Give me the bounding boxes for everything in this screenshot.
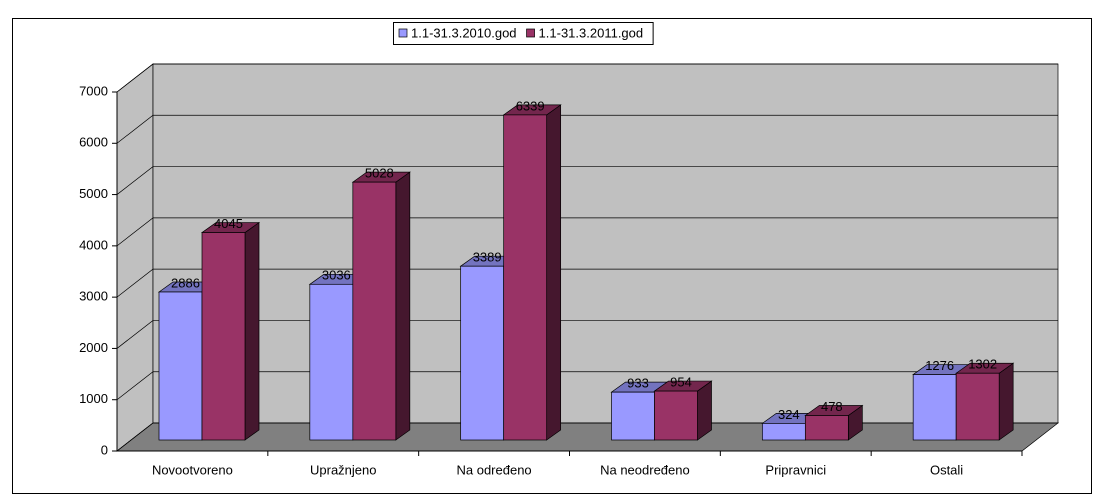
- bar: [503, 114, 548, 441]
- grid-line: [116, 217, 1058, 247]
- side-wall: [116, 63, 154, 452]
- bar-side: [546, 104, 562, 441]
- grid-line: [116, 371, 1058, 400]
- bar-side: [244, 221, 260, 441]
- y-tick-label: 2000: [79, 340, 108, 355]
- value-label: 6339: [516, 98, 545, 113]
- grid-line: [116, 63, 1058, 93]
- bar: [201, 232, 246, 441]
- value-label: 1302: [968, 357, 997, 372]
- value-label: 3389: [473, 250, 502, 265]
- grid-line: [116, 166, 1058, 195]
- bar: [460, 265, 505, 441]
- bar: [352, 181, 397, 441]
- back-wall: [152, 63, 1059, 424]
- bar: [761, 423, 806, 441]
- value-label: 954: [670, 375, 692, 390]
- legend-label: 1.1-31.3.2010.god: [411, 25, 517, 40]
- bar: [309, 283, 354, 441]
- bar: [804, 415, 849, 441]
- bar: [955, 372, 1000, 441]
- value-label: 4045: [214, 216, 243, 231]
- y-tick-label: 0: [101, 442, 108, 457]
- y-tick-label: 3000: [79, 289, 108, 304]
- x-tick-label: Upražnjeno: [310, 462, 377, 477]
- value-label: 5028: [365, 166, 394, 181]
- value-label: 933: [627, 376, 649, 391]
- legend-swatch: [526, 28, 535, 38]
- y-tick-label: 6000: [79, 135, 108, 150]
- legend-label: 1.1-31.3.2011.god: [539, 25, 644, 40]
- bar-side: [998, 362, 1014, 441]
- value-label: 3036: [322, 268, 351, 283]
- value-label: 478: [821, 399, 843, 414]
- bar-side: [395, 171, 411, 441]
- y-tick-label: 7000: [79, 83, 108, 98]
- bar: [912, 374, 957, 441]
- legend-swatch: [398, 28, 408, 38]
- bar: [654, 390, 698, 441]
- grid-line: [116, 114, 1058, 144]
- y-tick-label: 1000: [79, 391, 108, 406]
- x-tick-label: Pripravnici: [765, 462, 826, 477]
- grid-line: [116, 422, 1058, 452]
- value-label: 2886: [171, 275, 200, 290]
- value-label: 324: [778, 407, 800, 422]
- value-label: 1276: [925, 358, 954, 373]
- bar: [158, 291, 203, 441]
- x-tick-label: Na određeno: [456, 462, 531, 477]
- x-tick-label: Na neodređeno: [600, 462, 690, 477]
- y-tick-label: 5000: [79, 186, 108, 201]
- grid-line: [116, 268, 1058, 298]
- bar: [611, 391, 655, 441]
- legend-box: [393, 22, 654, 45]
- grid-line: [116, 320, 1058, 349]
- y-tick-label: 4000: [79, 237, 108, 252]
- x-tick-label: Novootvoreno: [152, 462, 233, 477]
- x-tick-label: Ostali: [930, 462, 963, 477]
